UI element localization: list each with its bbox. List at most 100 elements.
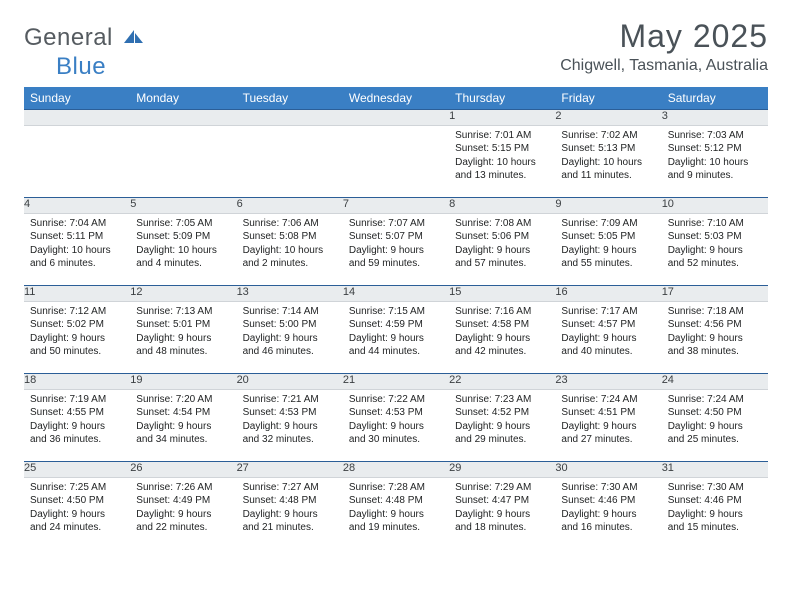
day-number [343, 109, 449, 125]
daylight-line2: and 19 minutes. [349, 522, 420, 533]
day-cell: Sunrise: 7:12 AMSunset: 5:02 PMDaylight:… [24, 301, 130, 373]
day-details: Sunrise: 7:29 AM Sunset: 4:47 PM Daylight:… [449, 478, 555, 539]
logo-text: General Blue [24, 24, 144, 81]
sunrise-line: Sunrise: 7:08 AM [455, 218, 531, 229]
sunrise-line: Sunrise: 7:24 AM [561, 394, 637, 405]
day-details: Sunrise: 7:12 AMSunset: 5:02 PMDaylight:… [24, 302, 130, 363]
day-number: 6 [237, 197, 343, 213]
sunrise-line: Sunrise: 7:21 AM [243, 394, 319, 405]
day-number: 5 [130, 197, 236, 213]
daynum-row: 11121314151617 [24, 285, 768, 301]
day-cell: Sunrise: 7:01 AMSunset: 5:15 PMDaylight:… [449, 125, 555, 197]
sunset-line: Sunset: 4:56 PM [668, 319, 742, 330]
day-details: Sunrise: 7:28 AMSunset: 4:48 PMDaylight:… [343, 478, 449, 539]
daylight-line1: Daylight: 10 hours [243, 245, 324, 256]
sunrise-line: Sunrise: 7:01 AM [455, 130, 531, 141]
day-number: 15 [449, 285, 555, 301]
day-header: Monday [130, 87, 236, 110]
sunrise-line: Sunrise: 7:15 AM [349, 306, 425, 317]
day-number [237, 109, 343, 125]
day-details: Sunrise: 7:24 AMSunset: 4:50 PMDaylight:… [662, 390, 768, 451]
sunrise-line: Sunrise: 7:28 AM [349, 482, 425, 493]
sunset-line: Sunset: 4:50 PM [30, 495, 104, 506]
sunrise-line: Sunrise: 7:30 AM [561, 482, 637, 493]
daylight-line2: and 32 minutes. [243, 434, 314, 445]
calendar-page: General Blue May 2025 Chigwell, Tasmania… [0, 0, 792, 567]
day-number: 26 [130, 461, 236, 477]
sunrise-line: Sunrise: 7:24 AM [668, 394, 744, 405]
calendar-body: 123Sunrise: 7:01 AMSunset: 5:15 PMDaylig… [24, 109, 768, 549]
day-details: Sunrise: 7:23 AMSunset: 4:52 PMDaylight:… [449, 390, 555, 451]
day-header: Sunday [24, 87, 130, 110]
sunset-line: Sunset: 4:58 PM [455, 319, 529, 330]
daylight-line2: and 52 minutes. [668, 258, 739, 269]
day-details: Sunrise: 7:06 AMSunset: 5:08 PMDaylight:… [237, 214, 343, 275]
sunset-line: Sunset: 4:50 PM [668, 407, 742, 418]
sunset-line: Sunset: 4:53 PM [243, 407, 317, 418]
day-number: 16 [555, 285, 661, 301]
daylight-line1: Daylight: 9 hours [243, 509, 318, 520]
sunset-line: Sunset: 4:55 PM [30, 407, 104, 418]
day-number: 27 [237, 461, 343, 477]
day-cell: Sunrise: 7:08 AMSunset: 5:06 PMDaylight:… [449, 213, 555, 285]
day-number: 21 [343, 373, 449, 389]
sunset-line: Sunset: 4:47 PM [455, 495, 529, 506]
day-number: 4 [24, 197, 130, 213]
day-number: 14 [343, 285, 449, 301]
daynum-row: 18192021222324 [24, 373, 768, 389]
day-cell: Sunrise: 7:19 AMSunset: 4:55 PMDaylight:… [24, 389, 130, 461]
day-number: 30 [555, 461, 661, 477]
sunset-line: Sunset: 4:54 PM [136, 407, 210, 418]
day-details: Sunrise: 7:26 AMSunset: 4:49 PMDaylight:… [130, 478, 236, 539]
day-cell: Sunrise: 7:10 AMSunset: 5:03 PMDaylight:… [662, 213, 768, 285]
daylight-line2: and 34 minutes. [136, 434, 207, 445]
sunrise-line: Sunrise: 7:03 AM [668, 130, 744, 141]
daylight-line2: and 16 minutes. [561, 522, 632, 533]
day-number: 25 [24, 461, 130, 477]
daylight-line1: Daylight: 9 hours [30, 509, 105, 520]
day-number: 29 [449, 461, 555, 477]
sunset-line: Sunset: 4:46 PM [668, 495, 742, 506]
day-cell: Sunrise: 7:05 AMSunset: 5:09 PMDaylight:… [130, 213, 236, 285]
daylight-line1: Daylight: 9 hours [561, 333, 636, 344]
day-number: 20 [237, 373, 343, 389]
day-number: 22 [449, 373, 555, 389]
day-cell: Sunrise: 7:18 AMSunset: 4:56 PMDaylight:… [662, 301, 768, 373]
daynum-row: 123 [24, 109, 768, 125]
week-row: Sunrise: 7:12 AMSunset: 5:02 PMDaylight:… [24, 301, 768, 373]
daylight-line1: Daylight: 9 hours [455, 245, 530, 256]
sunset-line: Sunset: 5:09 PM [136, 231, 210, 242]
day-cell [237, 125, 343, 197]
daylight-line1: Daylight: 10 hours [136, 245, 217, 256]
day-cell: Sunrise: 7:21 AMSunset: 4:53 PMDaylight:… [237, 389, 343, 461]
daylight-line1: Daylight: 9 hours [455, 509, 530, 520]
day-number: 3 [662, 109, 768, 125]
day-cell: Sunrise: 7:03 AMSunset: 5:12 PMDaylight:… [662, 125, 768, 197]
sail-icon [122, 25, 144, 53]
daylight-line2: and 13 minutes. [455, 170, 526, 181]
day-details: Sunrise: 7:13 AMSunset: 5:01 PMDaylight:… [130, 302, 236, 363]
daylight-line2: and 36 minutes. [30, 434, 101, 445]
daylight-line1: Daylight: 10 hours [455, 157, 536, 168]
day-cell: Sunrise: 7:04 AMSunset: 5:11 PMDaylight:… [24, 213, 130, 285]
daylight-line1: Daylight: 9 hours [455, 421, 530, 432]
daylight-line1: Daylight: 9 hours [349, 509, 424, 520]
daylight-line2: and 30 minutes. [349, 434, 420, 445]
day-cell: Sunrise: 7:22 AMSunset: 4:53 PMDaylight:… [343, 389, 449, 461]
day-cell: Sunrise: 7:06 AMSunset: 5:08 PMDaylight:… [237, 213, 343, 285]
daynum-row: 25262728293031 [24, 461, 768, 477]
day-number: 2 [555, 109, 661, 125]
sunrise-line: Sunrise: 7:07 AM [349, 218, 425, 229]
daylight-line1: Daylight: 9 hours [561, 509, 636, 520]
day-header: Friday [555, 87, 661, 110]
sunset-line: Sunset: 4:46 PM [561, 495, 635, 506]
daylight-line1: Daylight: 9 hours [243, 333, 318, 344]
daylight-line2: and 24 minutes. [30, 522, 101, 533]
sunrise-line: Sunrise: 7:14 AM [243, 306, 319, 317]
week-row: Sunrise: 7:04 AMSunset: 5:11 PMDaylight:… [24, 213, 768, 285]
sunrise-line: Sunrise: 7:22 AM [349, 394, 425, 405]
sunset-line: Sunset: 5:08 PM [243, 231, 317, 242]
day-number: 19 [130, 373, 236, 389]
sunrise-line: Sunrise: 7:09 AM [561, 218, 637, 229]
sunrise-line: Sunrise: 7:29 AM [455, 482, 531, 493]
